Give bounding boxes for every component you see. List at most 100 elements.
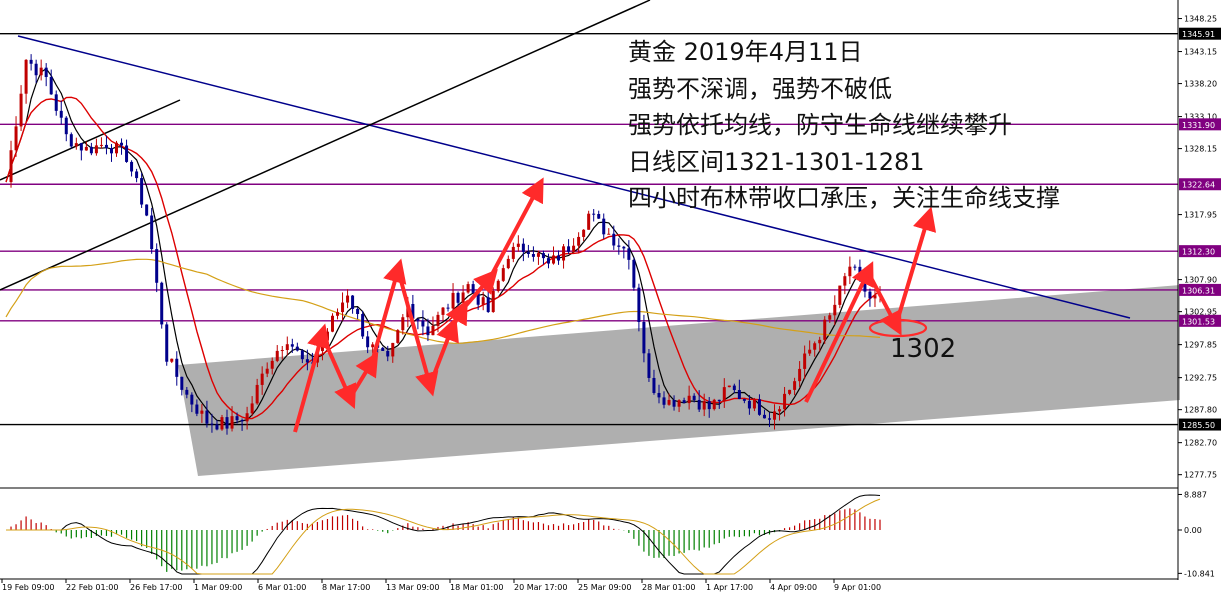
candle-body: [346, 295, 350, 303]
candle-body: [692, 395, 696, 400]
time-axis: 19 Feb 09:00 22 Feb 01:00 26 Feb 17:00 1 Ma…: [1, 579, 881, 592]
x-tick-label: 1 Mar 09:00: [194, 583, 242, 592]
level-tag-label: 1322.64: [1182, 181, 1215, 190]
candle-body: [64, 117, 68, 135]
candle-body: [818, 339, 822, 344]
x-tick-label: 25 Mar 09:00: [578, 583, 631, 592]
candle-body: [366, 336, 370, 348]
candle-body: [592, 213, 596, 215]
annotation-line: 日线区间1321-1301-1281: [628, 147, 925, 176]
candle-body: [732, 385, 736, 391]
candle-body: [155, 249, 159, 283]
y-tick-label: 1317.95: [1184, 211, 1217, 220]
candle-body: [466, 284, 470, 293]
y-tick-label: 1282.70: [1184, 439, 1217, 448]
candle-body: [74, 143, 78, 147]
candle-body: [521, 243, 525, 252]
candle-body: [531, 254, 535, 257]
candle-body: [59, 110, 63, 118]
candle-body: [541, 253, 545, 259]
trend-lines: [0, 0, 1131, 319]
forecast-arrow: [370, 258, 407, 363]
candle-body: [742, 399, 746, 401]
y-tick-label: 1343.15: [1184, 48, 1217, 57]
candle-body: [325, 331, 329, 341]
candle-body: [160, 282, 164, 325]
level-tag-label: 1312.30: [1182, 248, 1215, 257]
y-tick-label: 1302.95: [1184, 308, 1217, 317]
x-tick-label: 19 Feb 09:00: [2, 583, 54, 592]
x-tick-label: 13 Mar 09:00: [386, 583, 439, 592]
candle-body: [612, 233, 616, 246]
candle-body: [506, 258, 510, 269]
candle-body: [828, 315, 832, 320]
candle-body: [526, 251, 530, 255]
candle-body: [757, 399, 761, 415]
candle-body: [617, 245, 621, 247]
candle-body: [44, 67, 48, 78]
candle-body: [567, 246, 571, 252]
x-tick-label: 6 Mar 01:00: [258, 583, 306, 592]
candle-body: [361, 314, 365, 337]
support-level-label: 1302: [890, 334, 957, 364]
candle-body: [180, 376, 184, 390]
candle-body: [627, 248, 631, 260]
candle-body: [396, 330, 400, 343]
candle-body: [647, 353, 651, 378]
candle-body: [290, 344, 294, 347]
candle-body: [99, 144, 103, 146]
candle-body: [597, 213, 601, 219]
candle-body: [778, 409, 782, 412]
candle-body: [104, 144, 108, 149]
descending-trendline: [17, 35, 1131, 319]
forecast-arrow: [460, 268, 498, 312]
macd-tick-label: 0.00: [1184, 526, 1202, 535]
candle-body: [29, 59, 33, 64]
candle-body: [848, 266, 852, 277]
level-tag: [1179, 245, 1221, 258]
candle-body: [667, 399, 671, 405]
level-tag: [1179, 118, 1221, 131]
candle-body: [300, 350, 304, 360]
candle-body: [391, 342, 395, 357]
candle-body: [295, 346, 299, 351]
candle-body: [536, 253, 540, 257]
candle-body: [371, 344, 375, 348]
y-tick-label: 1292.75: [1184, 374, 1217, 383]
candle-body: [195, 404, 199, 414]
candle-body: [833, 304, 837, 316]
candle-body: [637, 287, 641, 322]
candle-body: [707, 401, 711, 410]
candle-body: [672, 399, 676, 407]
macd-tick-label: 8.887: [1184, 490, 1207, 499]
candle-body: [421, 320, 425, 327]
y-tick-label: 1307.90: [1184, 276, 1217, 285]
candle-body: [285, 344, 289, 351]
ascending-line-upper: [0, 99, 181, 181]
candle-body: [165, 324, 169, 362]
y-tick-label: 1338.20: [1184, 80, 1217, 89]
macd-tick-label: -10.841: [1184, 569, 1215, 578]
candle-body: [843, 276, 847, 286]
candle-body: [34, 63, 38, 76]
candle-body: [145, 204, 149, 216]
candle-body: [275, 350, 279, 361]
level-tag: [1179, 314, 1221, 327]
candle-body: [657, 392, 661, 398]
level-tag-label: 1345.91: [1182, 30, 1215, 39]
x-tick-label: 20 Mar 17:00: [514, 583, 567, 592]
annotation-line: 强势依托均线，防守生命线继续攀升: [628, 111, 1012, 139]
x-tick-label: 22 Feb 01:00: [66, 583, 118, 592]
candle-body: [607, 233, 611, 235]
candle-body: [682, 400, 686, 404]
level-labels: 1345.91 1331.90 1322.64 1312.30 1306.31 1301.…: [1179, 27, 1221, 431]
level-tag: [1179, 27, 1221, 40]
macd-panel: 8.887 0.00 -10.841: [6, 490, 1215, 578]
candle-body: [19, 93, 23, 127]
horizontal-levels: [0, 32, 1178, 426]
y-tick-label: 1297.85: [1184, 341, 1217, 350]
candle-body: [516, 243, 520, 247]
candle-body: [622, 246, 626, 249]
candle-body: [451, 292, 455, 309]
